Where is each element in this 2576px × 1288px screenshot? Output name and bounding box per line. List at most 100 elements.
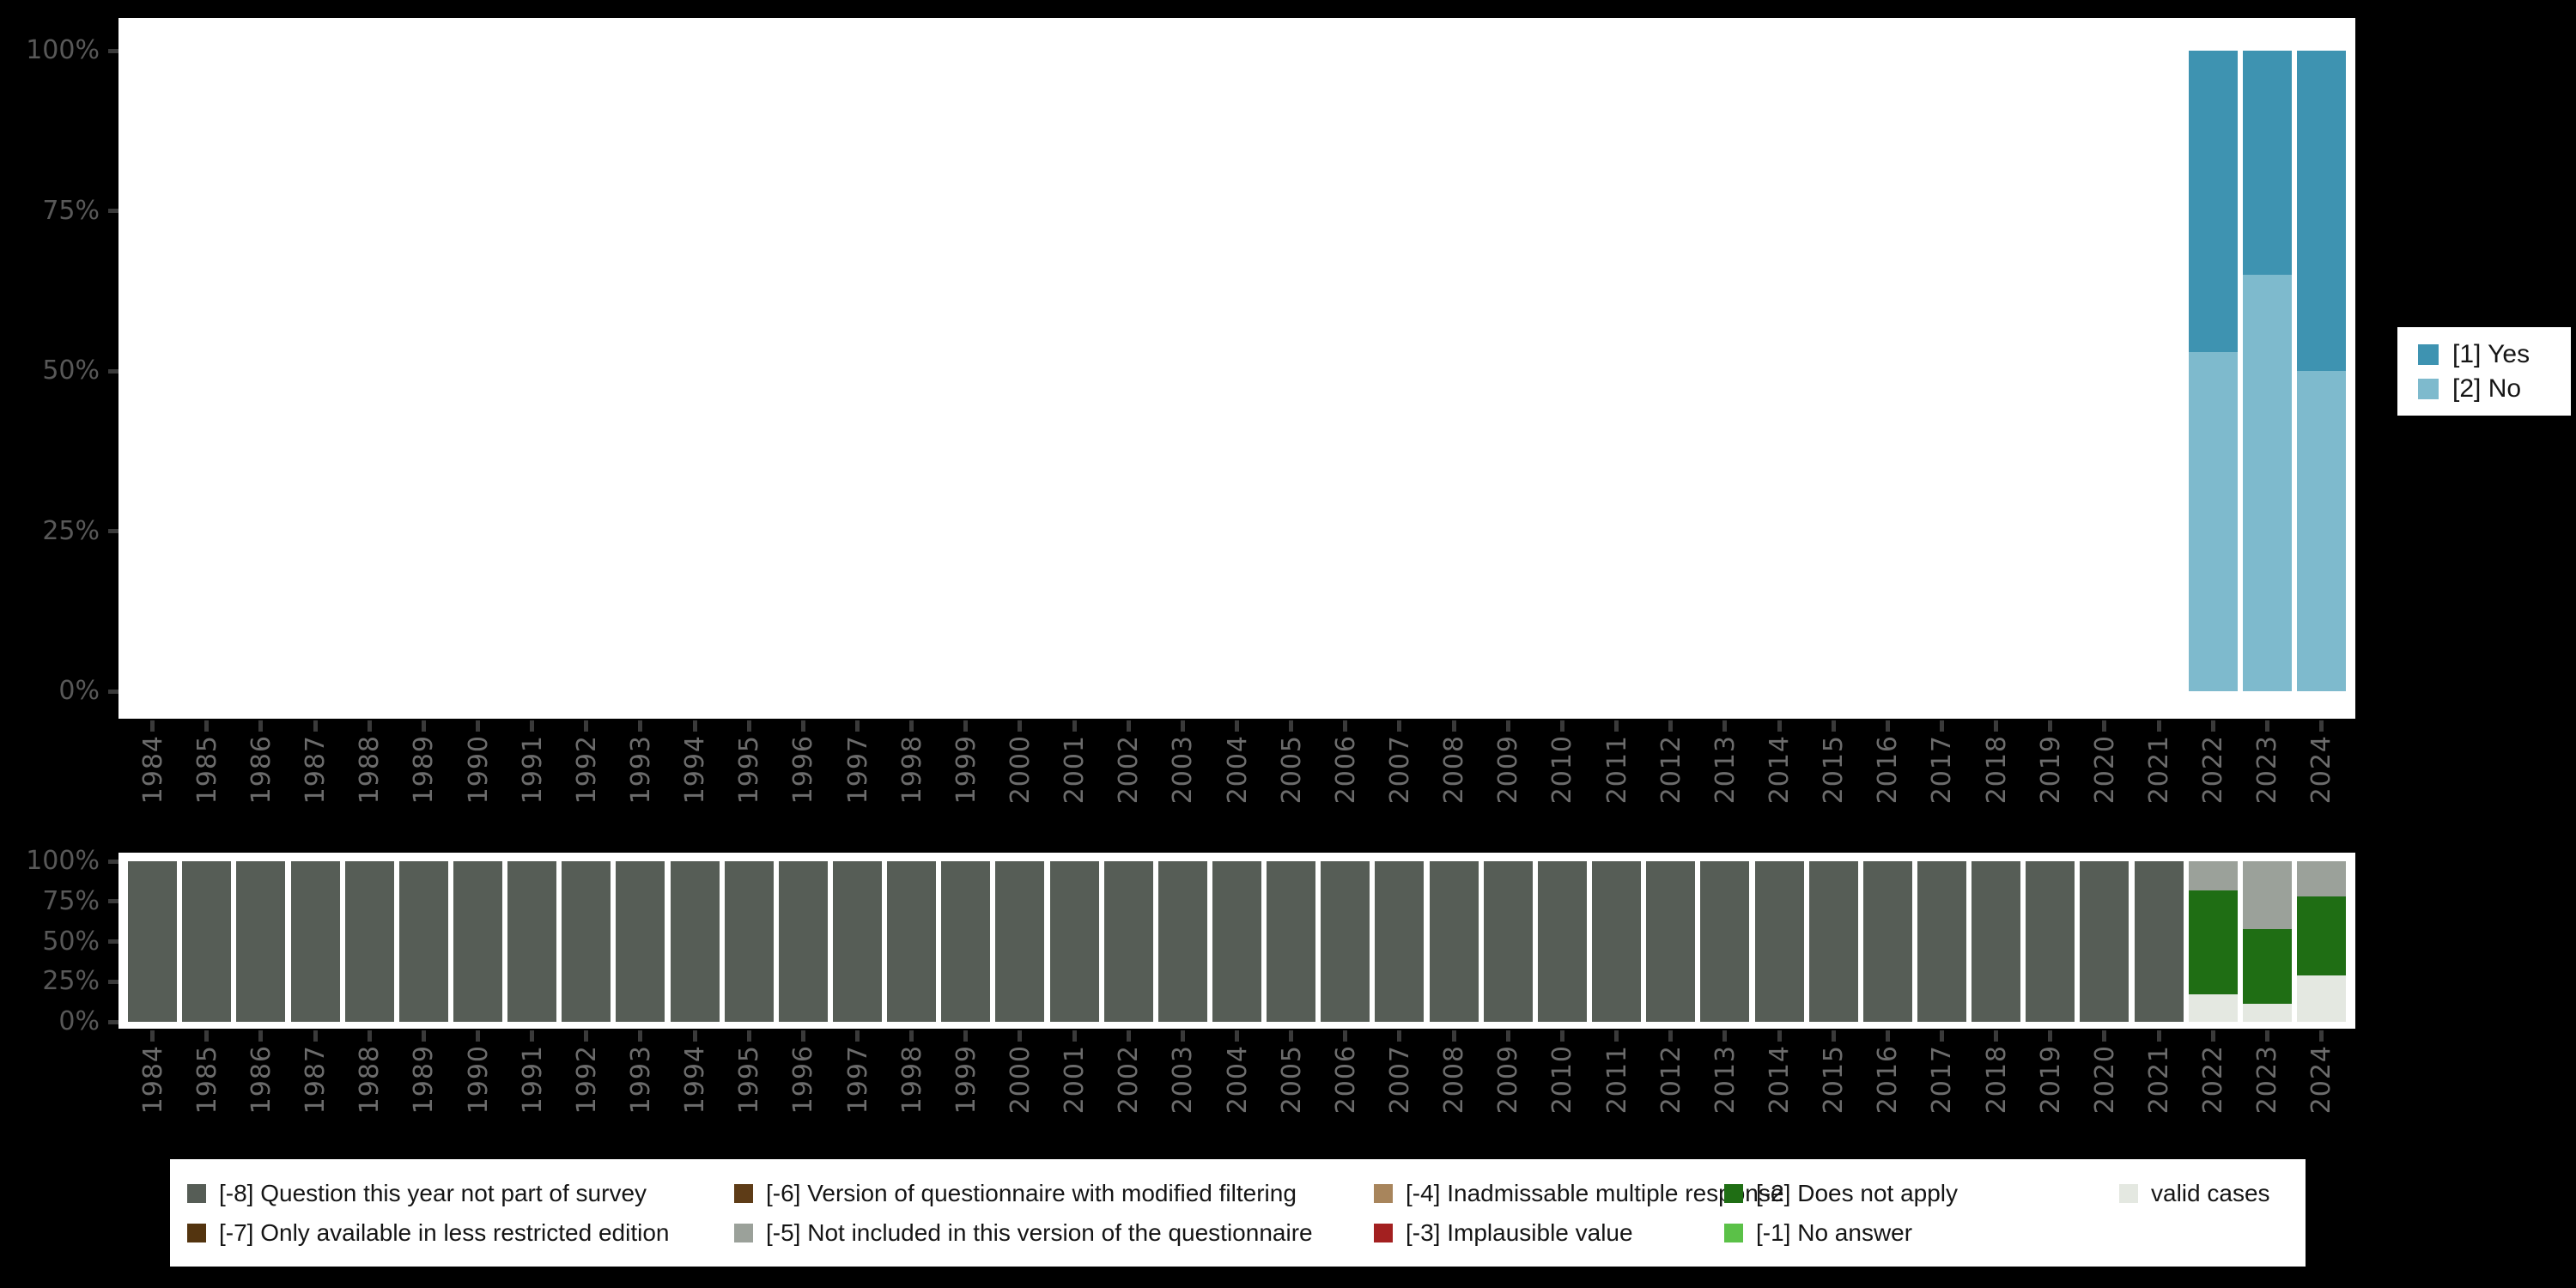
year-label-text: 1992 (571, 1045, 602, 1115)
x-axis-year-label: 2011 (1602, 735, 1632, 824)
x-axis-tick (2318, 720, 2324, 732)
x-axis-tick (1397, 720, 1402, 732)
legend-column: [-6] Version of questionnaire with modif… (734, 1179, 1374, 1248)
bar-2008 (1429, 861, 1479, 1022)
x-axis-year-label: 2020 (2090, 735, 2120, 824)
legend-missing-values: [-8] Question this year not part of surv… (170, 1159, 2306, 1267)
legend-swatch (187, 1183, 206, 1203)
year-label-text: 2005 (1276, 1045, 1307, 1115)
y-axis-label: 75% (42, 885, 100, 916)
year-label-text: 1988 (355, 1045, 386, 1115)
year-label-text: 1994 (680, 735, 710, 805)
x-axis-year-label: 1998 (897, 1045, 927, 1134)
year-label-text: 2021 (2144, 735, 2174, 805)
bar-2007 (1375, 861, 1425, 1022)
x-axis-tick (1451, 1030, 1456, 1042)
year-label-text: 1990 (463, 735, 494, 805)
bar-2005 (1267, 861, 1316, 1022)
year-label-text: 2004 (1222, 1045, 1253, 1115)
x-axis-tick (476, 1030, 480, 1042)
bar-segment (2242, 928, 2292, 1005)
bar-segment (562, 861, 611, 1022)
bar-1984 (128, 861, 178, 1022)
year-label-text: 1995 (734, 735, 765, 805)
x-axis-tick (800, 1030, 805, 1042)
year-label-text: 2000 (1005, 735, 1036, 805)
x-axis-year-label: 2011 (1602, 1045, 1632, 1134)
year-label-text: 2019 (2035, 735, 2066, 805)
bar-segment (833, 861, 882, 1022)
x-axis-year-label: 2023 (2252, 735, 2282, 824)
x-axis-year-label: 2015 (1819, 735, 1849, 824)
y-axis-label: 50% (42, 355, 100, 386)
bar-segment (1754, 861, 1804, 1022)
bar-segment (887, 861, 937, 1022)
x-axis-year-label: 1991 (518, 1045, 548, 1134)
x-axis-tick (2102, 1030, 2107, 1042)
bar-segment (236, 861, 286, 1022)
year-label-text: 2018 (1981, 735, 2012, 805)
y-axis-label: 100% (26, 846, 100, 876)
x-axis-tick (1072, 1030, 1077, 1042)
x-axis-year-label: 1988 (355, 1045, 386, 1134)
bar-segment (1483, 861, 1533, 1022)
bar-1997 (833, 861, 882, 1022)
year-label-text: 2016 (1873, 735, 1904, 805)
legend-label: [-6] Version of questionnaire with modif… (766, 1179, 1297, 1206)
x-axis-tick (1885, 1030, 1890, 1042)
legend-label: valid cases (2151, 1179, 2270, 1206)
legend-item: [-8] Question this year not part of surv… (187, 1179, 734, 1208)
year-label-text: 2020 (2089, 1045, 2120, 1115)
bar-segment (616, 861, 665, 1022)
bar-1998 (887, 861, 937, 1022)
year-label-text: 2007 (1384, 735, 1415, 805)
x-axis-tick (1505, 1030, 1510, 1042)
x-axis-year-label: 2005 (1277, 735, 1307, 824)
bar-2011 (1592, 861, 1641, 1022)
bar-segment (2242, 1004, 2292, 1022)
x-axis-tick (2264, 720, 2269, 732)
x-axis-year-label: 2006 (1331, 735, 1361, 824)
year-label-text: 1995 (734, 1045, 765, 1115)
x-axis-tick (1397, 1030, 1402, 1042)
x-axis-year-label: 2024 (2306, 1045, 2336, 1134)
x-axis-tick (258, 720, 264, 732)
bar-1993 (616, 861, 665, 1022)
bar-segment (2080, 861, 2129, 1022)
y-axis-label: 75% (42, 195, 100, 226)
bar-1990 (453, 861, 502, 1022)
bar-2012 (1646, 861, 1696, 1022)
x-axis-year-label: 2016 (1873, 735, 1904, 824)
x-axis-year-label: 1984 (138, 735, 168, 824)
bar-2020 (2080, 861, 2129, 1022)
legend-swatch (1374, 1223, 1393, 1242)
year-label-text: 2000 (1005, 1045, 1036, 1115)
legend-item: [-1] No answer (1724, 1218, 2119, 1248)
bar-segment (344, 861, 394, 1022)
x-axis-year-label: 2020 (2089, 1045, 2120, 1134)
bar-segment (1592, 861, 1641, 1022)
bar-segment (1646, 861, 1696, 1022)
bar-2009 (1483, 861, 1533, 1022)
legend-item: [-7] Only available in less restricted e… (187, 1218, 734, 1248)
x-axis-year-label: 1995 (734, 1045, 765, 1134)
x-axis-year-label: 1996 (788, 1045, 818, 1134)
bar-segment (398, 861, 448, 1022)
x-axis-year-label: 2022 (2198, 1045, 2228, 1134)
y-axis-tick (108, 899, 118, 904)
bar-segment (2296, 896, 2346, 975)
x-axis-tick (2048, 720, 2053, 732)
year-label-text: 1986 (246, 1045, 276, 1115)
bar-segment (2188, 890, 2238, 995)
year-label-text: 2016 (1873, 1045, 1904, 1115)
x-axis-tick (1777, 1030, 1782, 1042)
legend-item: [-4] Inadmissable multiple response (1374, 1179, 1783, 1208)
y-axis-label: 100% (26, 35, 100, 65)
year-label-text: 2012 (1656, 735, 1686, 805)
x-axis-tick (692, 720, 697, 732)
bar-2024 (2296, 51, 2346, 691)
year-label-text: 1999 (951, 1045, 981, 1115)
year-label-text: 1986 (246, 735, 276, 805)
legend-item: [-6] Version of questionnaire with modif… (734, 1179, 1374, 1208)
